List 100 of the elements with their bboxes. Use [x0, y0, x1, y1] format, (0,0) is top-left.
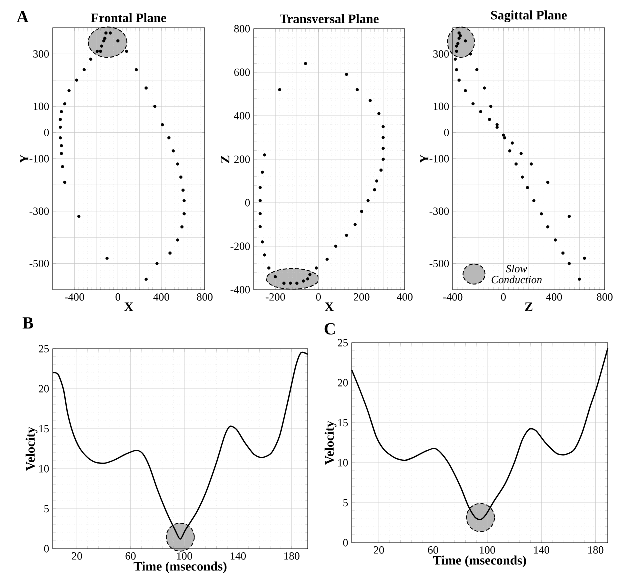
point	[168, 252, 172, 255]
point	[59, 118, 62, 122]
point	[60, 110, 64, 114]
point	[304, 62, 308, 66]
text: A	[16, 11, 29, 23]
x-tick-label: 60	[126, 552, 136, 560]
point	[469, 52, 472, 56]
point	[458, 36, 461, 40]
y-tick-label: -500	[430, 260, 450, 268]
x-tick-label: 140	[534, 546, 550, 554]
point	[59, 136, 62, 140]
y-tick-label: 0	[444, 129, 450, 136]
y-tick-label: 20	[338, 379, 348, 387]
point	[568, 262, 572, 266]
point	[508, 150, 512, 153]
y-tick-label: 10	[338, 459, 348, 467]
x-axis-title: Time (mseconds)	[433, 556, 526, 568]
x-axis-title: Z	[525, 302, 533, 312]
point	[356, 88, 360, 92]
point	[172, 150, 176, 153]
x-tick-label: 180	[588, 546, 604, 554]
point	[464, 89, 468, 92]
point	[144, 278, 148, 282]
point	[168, 136, 171, 140]
point	[63, 180, 67, 184]
point	[282, 282, 286, 286]
point	[261, 170, 264, 174]
y-axis-title: Y	[20, 154, 29, 164]
point	[373, 188, 376, 192]
point	[378, 112, 381, 116]
y-tick-label: 15	[39, 425, 50, 433]
point	[59, 126, 62, 130]
point	[258, 212, 262, 216]
x-tick-label: 100	[480, 546, 496, 554]
point	[503, 136, 507, 140]
x-tick-label: 0	[316, 294, 322, 301]
point	[289, 282, 292, 286]
point	[334, 244, 338, 248]
point	[562, 252, 565, 255]
y-tick-label: 600	[234, 68, 250, 76]
y-tick-label: 800	[234, 25, 250, 33]
point	[464, 40, 468, 43]
point	[326, 258, 329, 262]
point	[96, 50, 100, 54]
y-tick-label: -100	[430, 155, 450, 163]
point	[366, 199, 370, 202]
x-tick-label: 400	[154, 294, 170, 301]
y-tick-label: 5	[344, 499, 348, 507]
x-tick-label: 20	[374, 546, 384, 554]
chart-title: Frontal Plane	[91, 13, 166, 22]
x-tick-label: 60	[428, 546, 438, 554]
point	[176, 238, 180, 242]
point	[278, 88, 282, 92]
point	[554, 238, 558, 242]
point	[314, 266, 318, 270]
y-tick-label: 25	[39, 345, 50, 353]
y-tick-label: 15	[338, 419, 348, 427]
point	[488, 118, 492, 122]
x-tick-label: -400	[443, 294, 463, 301]
chart-title: Transversal Plane	[280, 14, 379, 24]
point	[268, 266, 271, 270]
point	[382, 147, 386, 150]
point	[382, 125, 386, 128]
point	[102, 40, 106, 43]
point	[180, 226, 184, 229]
y-axis-title: Y	[420, 154, 429, 164]
point	[455, 44, 458, 48]
y-tick-label: 0	[44, 129, 50, 136]
y-tick-label: 200	[234, 156, 250, 164]
y-tick-label: -300	[430, 208, 450, 216]
point	[583, 256, 586, 260]
point	[182, 199, 186, 203]
point	[306, 278, 310, 281]
point	[526, 186, 530, 190]
point	[161, 123, 164, 127]
point	[454, 58, 458, 62]
y-tick-label: 10	[39, 465, 50, 473]
point	[77, 215, 81, 218]
point	[263, 254, 266, 257]
point	[380, 168, 383, 172]
point	[568, 215, 572, 218]
x-tick-label: 100	[177, 552, 192, 560]
point	[455, 50, 458, 54]
point	[296, 282, 299, 286]
x-tick-label: 800	[197, 294, 213, 301]
point	[100, 44, 104, 48]
y-tick-label: 300	[34, 50, 50, 58]
point	[475, 68, 479, 72]
point	[502, 134, 506, 138]
point	[274, 275, 278, 279]
point	[455, 68, 458, 72]
point	[540, 212, 544, 216]
point	[345, 234, 348, 238]
point	[89, 58, 93, 62]
point	[156, 262, 159, 266]
point	[75, 78, 78, 82]
x-axis-title: Time (mseconds)	[134, 562, 227, 574]
y-tick-label: 300	[434, 50, 450, 58]
point	[99, 50, 102, 54]
annotation: Slow Conduction	[492, 264, 542, 284]
